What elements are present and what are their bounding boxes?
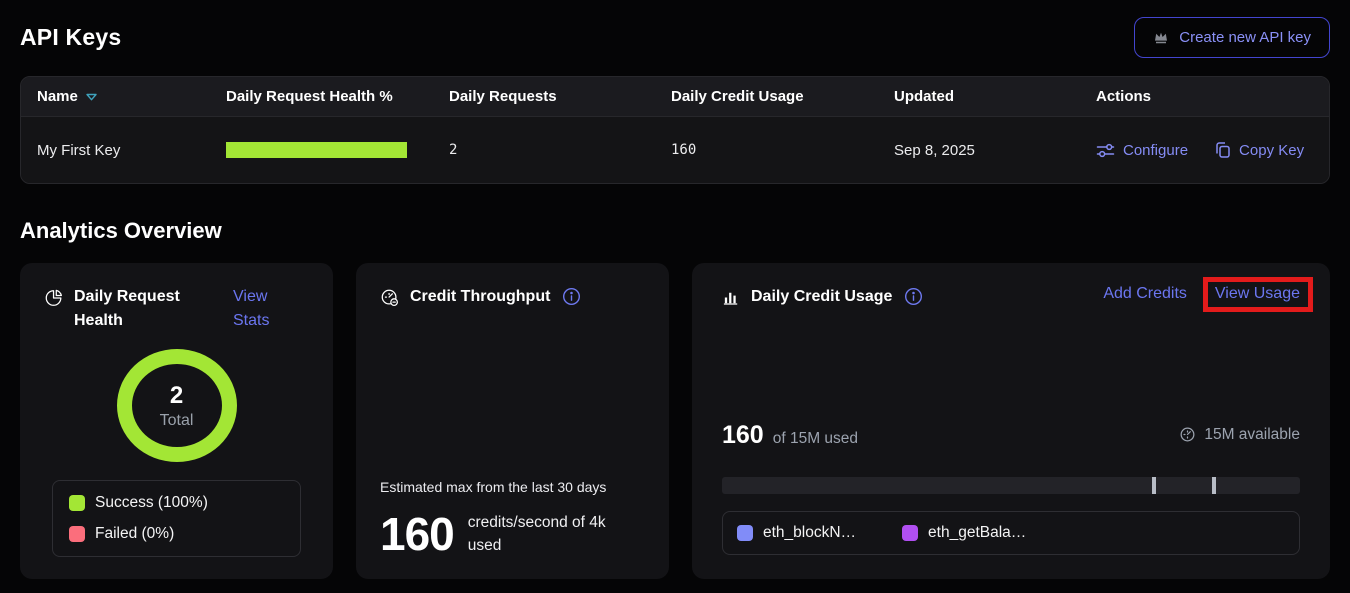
- analytics-cards: Daily Request Health View Stats 2 Total …: [20, 263, 1330, 579]
- add-credits-link[interactable]: Add Credits: [1103, 285, 1187, 302]
- key-updated: Sep 8, 2025: [894, 141, 975, 159]
- ct-bottom-block: Estimated max from the last 30 days 160 …: [380, 479, 645, 558]
- daily-request-health-card: Daily Request Health View Stats 2 Total …: [20, 263, 333, 579]
- usage-legend: eth_blockN… eth_getBala…: [722, 511, 1300, 555]
- ct-value: 160: [380, 507, 455, 560]
- key-name: My First Key: [37, 141, 121, 159]
- sort-chevron-icon: [85, 92, 98, 102]
- ct-card-title: Credit Throughput: [410, 288, 551, 305]
- eth-blocknumber-label: eth_blockN…: [763, 524, 857, 541]
- copy-icon: [1214, 141, 1231, 159]
- sliders-icon: [1096, 142, 1115, 159]
- api-keys-header: API Keys Create new API key: [20, 14, 1330, 60]
- daily-credit-usage-card: Daily Credit Usage Add Credits View Usag…: [692, 263, 1330, 579]
- key-health-cell: [226, 142, 449, 158]
- info-icon[interactable]: [562, 287, 581, 306]
- pie-chart-icon: [44, 288, 64, 308]
- api-keys-table: Name Daily Request Health % Daily Reques…: [20, 76, 1330, 184]
- key-actions: Configure Copy Key: [1096, 141, 1313, 159]
- copy-key-link[interactable]: Copy Key: [1214, 141, 1304, 159]
- view-usage-link[interactable]: View Usage: [1202, 277, 1314, 312]
- page-title: API Keys: [20, 23, 122, 50]
- column-header-name[interactable]: Name: [37, 88, 226, 105]
- success-label: Success (100%): [95, 494, 208, 511]
- credits-available-label: 15M available: [1204, 425, 1300, 443]
- column-header-actions: Actions: [1096, 88, 1152, 105]
- credit-throughput-card: Credit Throughput Estimated max from the…: [356, 263, 669, 579]
- health-bar-fill: [226, 142, 407, 158]
- ct-subtitle: Estimated max from the last 30 days: [380, 478, 607, 495]
- eth-getbalance-label: eth_getBala…: [928, 524, 1027, 541]
- health-bar: [226, 142, 407, 158]
- column-header-updated: Updated: [894, 88, 954, 105]
- dcu-card-title: Daily Credit Usage: [751, 288, 893, 305]
- ct-unit: credits/second of 4k used: [467, 513, 606, 554]
- request-health-donut: 2 Total: [116, 349, 237, 462]
- view-stats-link[interactable]: View Stats: [233, 288, 270, 329]
- failed-swatch: [69, 526, 85, 542]
- drh-card-header: Daily Request Health View Stats: [44, 285, 309, 333]
- credits-used-label: of 15M used: [772, 430, 859, 447]
- eth-getbalance-swatch: [902, 525, 919, 541]
- credit-usage-progress-bar: [722, 477, 1300, 494]
- legend-item-success: Success (100%): [69, 494, 284, 512]
- bar-chart-icon: [722, 288, 741, 307]
- success-swatch: [69, 495, 85, 511]
- column-header-health: Daily Request Health %: [226, 88, 393, 105]
- column-header-requests: Daily Requests: [449, 88, 557, 105]
- donut-total-label: Total: [159, 411, 194, 429]
- used-group: 160 of 15M used: [722, 421, 858, 450]
- progress-tick: [1152, 477, 1157, 494]
- table-header-row: Name Daily Request Health % Daily Reques…: [21, 77, 1329, 117]
- failed-label: Failed (0%): [95, 525, 175, 542]
- configure-link[interactable]: Configure: [1096, 141, 1188, 159]
- info-icon[interactable]: [904, 287, 923, 306]
- dcu-title-group: Daily Credit Usage: [722, 285, 923, 309]
- health-legend: Success (100%) Failed (0%): [52, 480, 301, 557]
- column-header-credit: Daily Credit Usage: [671, 88, 804, 105]
- create-api-key-label: Create new API key: [1179, 28, 1311, 46]
- ct-card-header: Credit Throughput: [380, 285, 645, 309]
- usage-summary-row: 160 of 15M used 15M available: [722, 421, 1300, 450]
- gauge-icon: [380, 288, 400, 308]
- donut-total-value: 2: [169, 381, 184, 409]
- progress-tick: [1212, 477, 1217, 494]
- key-daily-credit-usage: 160: [671, 142, 697, 158]
- crown-icon: [1153, 29, 1169, 45]
- credits-used-value: 160: [722, 421, 764, 449]
- legend-item-eth-blocknumber: eth_blockN…: [737, 524, 856, 542]
- dcu-card-header: Daily Credit Usage Add Credits View Usag…: [722, 277, 1314, 312]
- dcu-links: Add Credits View Usage: [1103, 277, 1314, 312]
- available-group: 15M available: [1179, 426, 1300, 444]
- analytics-overview-title: Analytics Overview: [20, 218, 222, 243]
- eth-blocknumber-swatch: [737, 525, 753, 541]
- copy-key-label: Copy Key: [1239, 141, 1305, 159]
- create-api-key-button[interactable]: Create new API key: [1134, 16, 1330, 58]
- key-daily-requests: 2: [449, 142, 458, 158]
- table-row: My First Key 2 160 Sep 8, 2025 Configure: [21, 117, 1329, 183]
- drh-card-title: Daily Request Health: [74, 288, 180, 329]
- legend-item-eth-getbalance: eth_getBala…: [902, 524, 1026, 542]
- configure-label: Configure: [1123, 141, 1189, 159]
- ct-value-row: 160 credits/second of 4k used: [380, 511, 645, 558]
- legend-item-failed: Failed (0%): [69, 525, 284, 543]
- gauge-small-icon: [1179, 426, 1196, 443]
